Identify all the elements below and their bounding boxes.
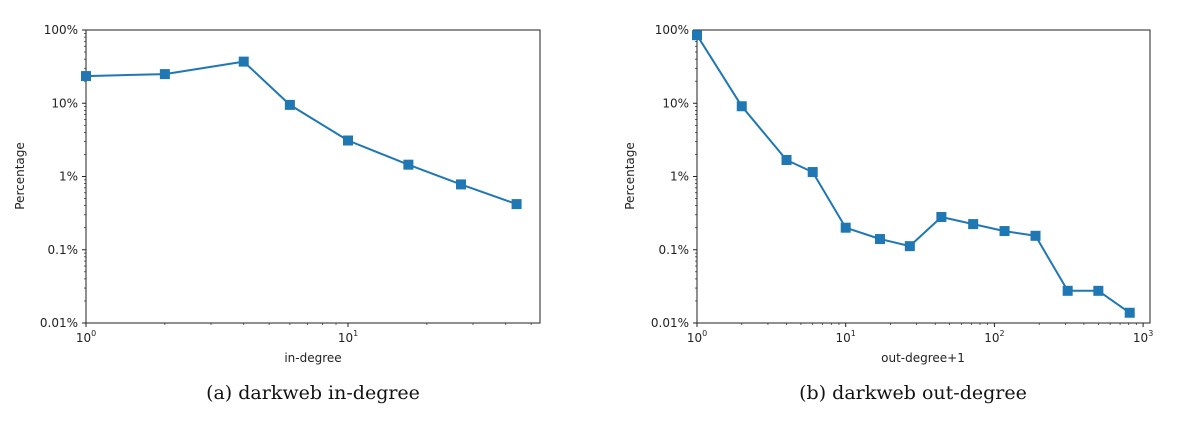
data-point-marker <box>840 222 851 233</box>
x-tick-label: 101 <box>338 329 358 345</box>
data-point-marker <box>1062 285 1073 296</box>
data-point-marker <box>159 69 170 80</box>
x-tick-exponent: 0 <box>702 329 707 338</box>
caption-out-degree: (b) darkweb out-degree <box>799 382 1027 404</box>
data-point-marker <box>456 179 467 190</box>
x-tick-label: 100 <box>687 329 707 345</box>
y-tick-label: 0.1% <box>48 243 79 257</box>
data-point-marker <box>736 101 747 112</box>
data-point-marker <box>874 234 885 245</box>
data-point-marker <box>284 99 295 110</box>
data-point-marker <box>968 219 979 230</box>
x-tick-exponent: 2 <box>999 329 1004 338</box>
x-tick-label: 103 <box>1133 329 1153 345</box>
x-tick-exponent: 1 <box>851 329 856 338</box>
data-point-marker <box>1093 285 1104 296</box>
data-point-marker <box>81 71 91 82</box>
y-tick-label: 1% <box>59 170 78 184</box>
y-tick-label: 10% <box>51 96 78 110</box>
x-tick-exponent: 3 <box>1148 329 1153 338</box>
data-point-marker <box>343 135 353 146</box>
panel-out-degree: (b) darkweb out-degree out-degree+1 Perc… <box>623 23 1153 404</box>
x-tick-label: 102 <box>984 329 1004 345</box>
data-point-marker <box>238 56 249 67</box>
data-point-marker <box>403 159 414 170</box>
y-tick-label: 100% <box>44 23 78 37</box>
data-point-marker <box>511 199 522 210</box>
y-tick-label: 100% <box>655 23 689 37</box>
data-point-marker <box>807 167 818 178</box>
data-point-marker <box>781 154 792 165</box>
plot-frame <box>696 29 1151 324</box>
series-line <box>696 34 1131 314</box>
series-line <box>85 60 517 206</box>
y-tick-label: 0.01% <box>651 316 689 330</box>
x-tick-exponent: 1 <box>353 329 358 338</box>
x-tick-exponent: 0 <box>91 329 96 338</box>
data-point-marker <box>999 226 1010 237</box>
panel-in-degree: (a) darkweb in-degree in-degree Percenta… <box>13 23 541 404</box>
y-tick-label: 10% <box>662 96 689 110</box>
data-point-marker <box>1124 307 1135 318</box>
y-tick-label: 0.01% <box>40 316 78 330</box>
y-tick-label: 0.1% <box>659 243 690 257</box>
data-point-marker <box>1030 230 1041 241</box>
caption-in-degree: (a) darkweb in-degree <box>206 382 420 404</box>
y-axis-label: Percentage <box>13 142 27 210</box>
data-point-marker <box>904 241 915 252</box>
x-tick-label: 100 <box>76 329 96 345</box>
data-point-marker <box>936 211 947 222</box>
data-point-marker <box>692 30 702 41</box>
y-tick-label: 1% <box>670 170 689 184</box>
x-axis-label: in-degree <box>284 351 341 365</box>
x-tick-label: 101 <box>836 329 856 345</box>
x-axis-label: out-degree+1 <box>881 351 965 365</box>
y-axis-label: Percentage <box>623 142 637 210</box>
